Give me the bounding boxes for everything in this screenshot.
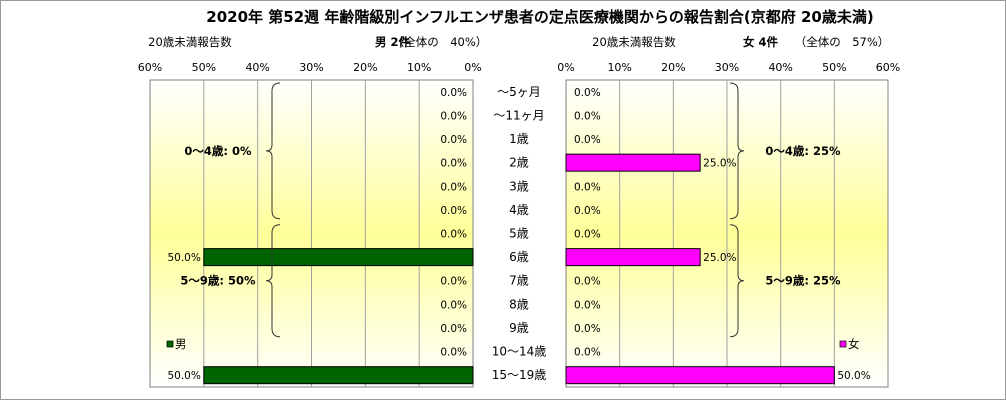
category-label: ～5ヶ月 xyxy=(497,85,541,99)
left-group-label: 5～9歳: 50% xyxy=(180,274,256,288)
category-label: ～11ヶ月 xyxy=(493,108,544,122)
left-value-label: 0.0% xyxy=(440,299,467,311)
left-legend-label: 男 xyxy=(175,337,187,351)
chart-title: 2020年 第52週 年齢階級別インフルエンザ患者の定点医療機関からの報告割合(… xyxy=(206,8,873,26)
category-label: 15～19歳 xyxy=(492,368,547,382)
left-tick-label: 60% xyxy=(138,61,162,74)
right-tick-label: 40% xyxy=(768,61,792,74)
left-legend-swatch xyxy=(166,340,174,348)
left-value-label: 0.0% xyxy=(440,229,467,241)
left-tick-label: 50% xyxy=(192,61,216,74)
right-value-label: 50.0% xyxy=(837,370,870,382)
left-tick-label: 30% xyxy=(299,61,323,74)
right-value-label: 25.0% xyxy=(703,252,736,264)
category-label: 10～14歳 xyxy=(492,345,547,359)
left-value-label: 0.0% xyxy=(440,205,467,217)
left-bar xyxy=(203,248,474,267)
category-label: 6歳 xyxy=(509,250,529,264)
category-label: 9歳 xyxy=(509,321,529,335)
category-label: 8歳 xyxy=(509,297,529,311)
right-value-label: 0.0% xyxy=(574,134,601,146)
left-value-label: 0.0% xyxy=(440,134,467,146)
left-value-label: 0.0% xyxy=(440,87,467,99)
right-value-label: 25.0% xyxy=(703,158,736,170)
left-value-label: 0.0% xyxy=(440,181,467,193)
right-bar xyxy=(565,248,701,267)
left-value-label: 0.0% xyxy=(440,158,467,170)
category-label: 4歳 xyxy=(509,203,529,217)
category-label: 5歳 xyxy=(509,227,529,241)
left-header-share: （全体の 40%） xyxy=(393,35,488,49)
right-group-brace xyxy=(729,224,745,338)
category-label: 1歳 xyxy=(509,132,529,146)
left-value-label: 50.0% xyxy=(167,252,200,264)
left-tick-label: 0% xyxy=(464,61,481,74)
right-header-share: （全体の 57%） xyxy=(795,35,890,49)
left-value-label: 0.0% xyxy=(440,276,467,288)
right-tick-label: 50% xyxy=(822,61,846,74)
right-value-label: 0.0% xyxy=(574,347,601,359)
right-value-label: 0.0% xyxy=(574,87,601,99)
right-value-label: 0.0% xyxy=(574,229,601,241)
right-bar xyxy=(565,153,701,172)
left-group-brace xyxy=(265,224,281,338)
right-value-label: 0.0% xyxy=(574,205,601,217)
left-group-brace xyxy=(265,82,281,220)
right-tick-label: 30% xyxy=(715,61,739,74)
left-value-label: 50.0% xyxy=(167,370,200,382)
left-group-label: 0～4歳: 0% xyxy=(184,144,252,158)
left-value-label: 0.0% xyxy=(440,110,467,122)
left-header-label: 20歳未満報告数 xyxy=(148,35,232,49)
right-value-label: 0.0% xyxy=(574,299,601,311)
right-value-label: 0.0% xyxy=(574,323,601,335)
right-legend-swatch xyxy=(839,340,847,348)
category-label: 7歳 xyxy=(509,274,529,288)
right-value-label: 0.0% xyxy=(574,110,601,122)
right-tick-label: 60% xyxy=(876,61,900,74)
left-tick-label: 10% xyxy=(407,61,431,74)
right-group-brace xyxy=(729,82,745,220)
right-tick-label: 20% xyxy=(661,61,685,74)
right-header-label: 20歳未満報告数 xyxy=(592,35,676,49)
right-tick-label: 0% xyxy=(557,61,574,74)
left-tick-label: 20% xyxy=(353,61,377,74)
category-label: 3歳 xyxy=(509,179,529,193)
right-group-label: 0～4歳: 25% xyxy=(765,144,841,158)
right-bar xyxy=(565,366,835,385)
left-header-count: 男 2件 xyxy=(375,35,411,49)
right-group-label: 5～9歳: 25% xyxy=(765,274,841,288)
chart-panels: ～5ヶ月 ～11ヶ月 1歳 2歳 3歳 4歳 5歳 6歳 7歳 8歳 9歳 10～14歳 15～19歳 6… xyxy=(138,35,900,388)
left-tick-label: 40% xyxy=(245,61,269,74)
right-value-label: 0.0% xyxy=(574,181,601,193)
right-legend-label: 女 xyxy=(848,337,860,351)
left-bar xyxy=(203,366,474,385)
left-value-label: 0.0% xyxy=(440,323,467,335)
right-value-label: 0.0% xyxy=(574,276,601,288)
category-label: 2歳 xyxy=(509,156,529,170)
right-tick-label: 10% xyxy=(607,61,631,74)
right-header-count: 女 4件 xyxy=(743,35,779,49)
left-value-label: 0.0% xyxy=(440,347,467,359)
